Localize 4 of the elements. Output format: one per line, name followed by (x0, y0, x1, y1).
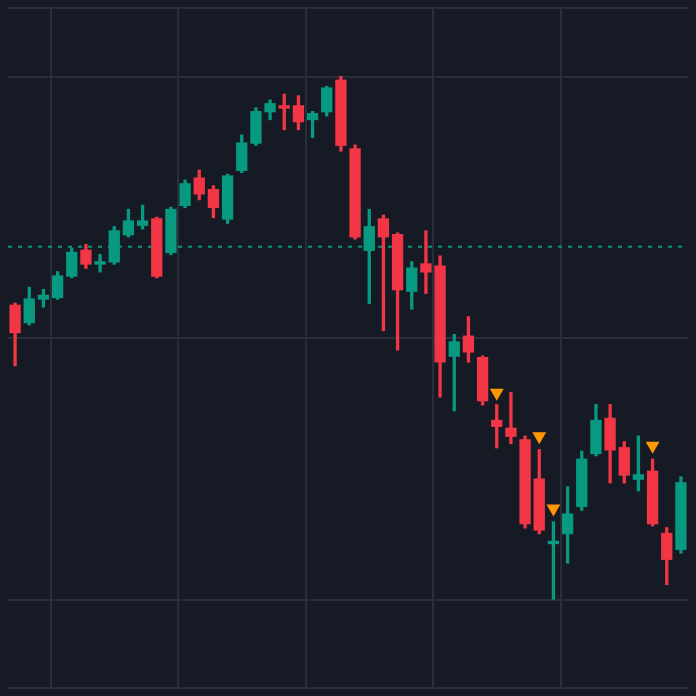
point (489, 388, 504, 401)
point (546, 504, 561, 517)
point (645, 441, 660, 454)
point (532, 432, 547, 445)
